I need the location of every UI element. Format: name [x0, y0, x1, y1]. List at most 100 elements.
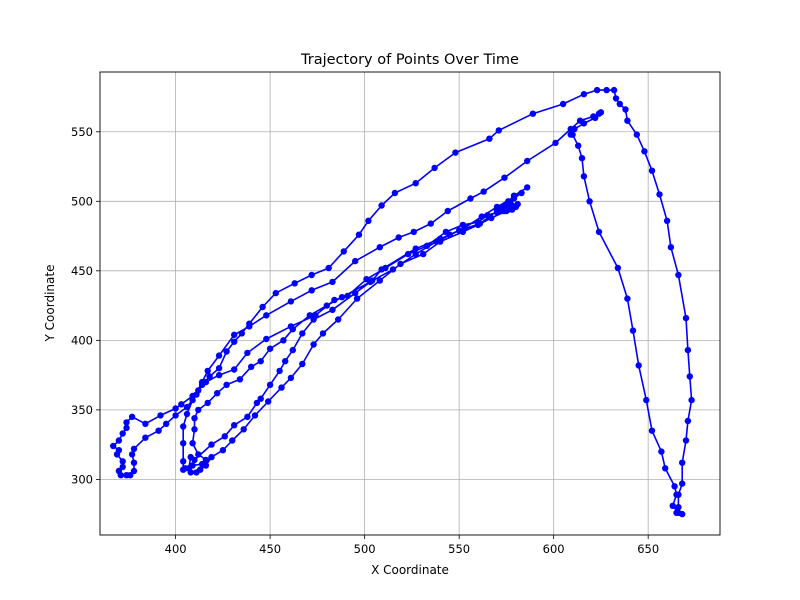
trajectory-point	[280, 337, 287, 344]
y-tick-label: 400	[71, 333, 93, 347]
trajectory-point	[352, 257, 359, 265]
trajectory-point	[163, 420, 170, 427]
x-tick-label: 450	[259, 542, 281, 556]
y-tick-label: 300	[71, 472, 93, 486]
trajectory-point	[246, 320, 253, 327]
trajectory-point	[282, 358, 289, 365]
trajectory-point	[404, 250, 412, 258]
trajectory-point	[467, 195, 474, 202]
trajectory-point	[344, 292, 351, 300]
trajectory-point	[202, 456, 210, 464]
trajectory-point	[287, 298, 295, 305]
trajectory-point	[259, 303, 266, 311]
plot-area-frame	[99, 71, 721, 536]
trajectory-point	[276, 367, 283, 375]
trajectory-point	[474, 221, 482, 229]
trajectory-point	[263, 335, 270, 343]
trajectory-point	[308, 271, 315, 279]
trajectory-point	[221, 433, 228, 440]
trajectory-point	[329, 306, 336, 313]
trajectory-point	[331, 296, 338, 304]
trajectory-point	[610, 86, 618, 94]
trajectory-point	[669, 502, 676, 509]
trajectory-point	[215, 352, 223, 359]
trajectory-point	[291, 280, 298, 287]
trajectory-point	[423, 242, 431, 249]
trajectory-point	[679, 510, 686, 518]
trajectory-point	[352, 289, 359, 297]
trajectory-point	[667, 244, 675, 251]
trajectory-point	[529, 110, 537, 117]
trajectory-point	[180, 458, 187, 465]
trajectory-point	[130, 445, 138, 452]
trajectory-point	[592, 114, 599, 122]
trajectory-point	[238, 330, 245, 337]
trajectory-point	[272, 289, 279, 297]
trajectory-point	[624, 295, 631, 302]
trajectory-point	[289, 326, 296, 333]
trajectory-point	[682, 314, 690, 322]
x-tick-label: 550	[448, 542, 470, 556]
trajectory-point	[569, 131, 576, 138]
trajectory-point	[248, 363, 255, 370]
trajectory-point	[183, 403, 191, 411]
trajectory-point	[662, 465, 669, 472]
trajectory-point	[312, 312, 319, 319]
trajectory-point	[486, 135, 493, 142]
trajectory-point	[128, 451, 136, 458]
trajectory-point	[223, 348, 230, 355]
trajectory-point	[648, 427, 656, 434]
trajectory-point	[189, 462, 196, 469]
x-tick-label: 400	[165, 542, 187, 556]
trajectory-point	[389, 266, 397, 273]
trajectory-point	[329, 278, 336, 286]
trajectory-point	[580, 173, 588, 180]
trajectory-point	[208, 441, 215, 448]
trajectory-point	[552, 139, 559, 147]
trajectory-point	[376, 244, 383, 251]
trajectory-point	[119, 458, 126, 465]
trajectory-point	[633, 131, 640, 138]
trajectory-point	[215, 371, 223, 379]
trajectory-point	[580, 91, 588, 98]
chart-title: Trajectory of Points Over Time	[300, 52, 519, 68]
trajectory-point	[682, 437, 690, 444]
trajectory-point	[236, 376, 244, 383]
trajectory-point	[299, 330, 306, 337]
trajectory-point	[648, 167, 656, 174]
trajectory-point	[123, 424, 130, 432]
trajectory-point	[612, 95, 620, 102]
trajectory-point	[603, 86, 610, 94]
trajectory-point	[514, 200, 521, 208]
trajectory-point	[263, 312, 270, 319]
trajectory-point	[204, 399, 211, 407]
trajectory-point	[189, 392, 196, 400]
trajectory-point	[278, 384, 285, 391]
trajectory-point	[323, 302, 330, 309]
trajectory-point	[115, 437, 123, 444]
x-tick-label: 500	[354, 542, 376, 556]
trajectory-point	[382, 264, 389, 272]
trajectory-point	[459, 221, 467, 229]
trajectory-point	[378, 202, 385, 209]
trajectory-point	[187, 469, 194, 476]
trajectory-point	[442, 228, 450, 236]
x-axis-label: X Coordinate	[371, 563, 449, 577]
trajectory-point	[444, 207, 451, 215]
trajectory-point	[206, 373, 213, 380]
trajectory-point	[240, 426, 247, 433]
trajectory-point	[197, 466, 204, 473]
trajectory-point	[244, 349, 251, 357]
trajectory-point	[119, 430, 126, 437]
trajectory-point	[501, 174, 508, 181]
trajectory-point	[431, 164, 438, 172]
trajectory-point	[410, 228, 417, 236]
trajectory-point	[191, 426, 198, 433]
trajectory-point	[427, 220, 434, 227]
trajectory-point	[204, 367, 211, 375]
trajectory-point	[673, 509, 680, 516]
trajectory-point	[208, 453, 215, 461]
trajectory-point	[195, 387, 202, 394]
trajectory-point	[340, 248, 347, 255]
